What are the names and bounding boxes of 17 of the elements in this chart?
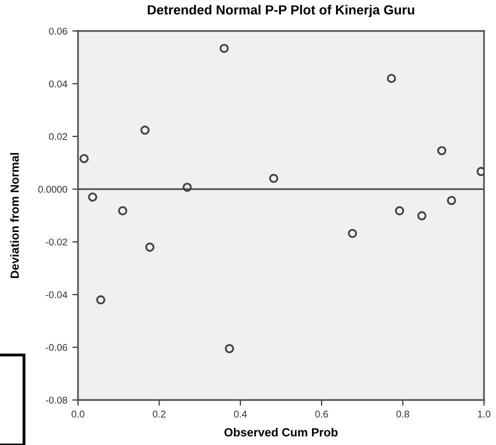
x-axis-title: Observed Cum Prob [224,428,338,436]
y-tick-label: 0.02 [49,133,68,140]
y-tick-label: -0.02 [46,238,68,246]
y-tick-label: -0.08 [46,396,68,404]
y-tick-label: -0.06 [46,344,68,351]
x-tick-label: 0.4 [234,410,247,418]
x-tick-label: 0.2 [152,410,166,418]
y-tick-label: 0.06 [49,28,68,35]
y-tick-label: -0.04 [46,291,68,298]
x-tick-label: 0.6 [315,410,328,418]
x-tick-label: 0.8 [396,410,410,418]
y-axis-title: Deviation from Normal [10,153,19,278]
chart-title: Detrended Normal P-P Plot of Kinerja Guru [148,4,414,18]
y-tick-label: 0.0000 [38,186,68,193]
y-tick-label: 0.04 [49,80,68,88]
x-tick-label: 0.0 [72,410,84,418]
x-tick-label: 1.0 [478,410,490,418]
